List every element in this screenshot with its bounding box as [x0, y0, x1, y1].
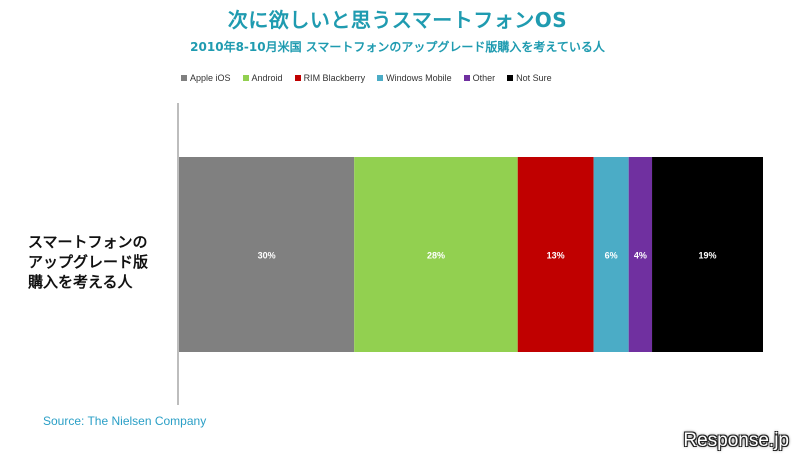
legend-label: Android: [251, 73, 283, 83]
category-label: スマートフォンの アップグレード版 購入を考える人: [28, 233, 149, 291]
legend-swatch: [294, 75, 301, 81]
legend-item-1: Android: [242, 73, 283, 83]
legend-swatch: [242, 75, 249, 81]
legend-label: RIM Blackberry: [303, 73, 366, 83]
legend-swatch: [507, 75, 514, 81]
legend-label: Other: [472, 73, 496, 83]
legend-swatch: [181, 75, 187, 81]
legend-item-5: Not Sure: [507, 73, 552, 83]
legend-label: Not Sure: [516, 73, 552, 83]
chart-title: 次に欲しいと思うスマートフォンOS: [227, 8, 568, 32]
watermark: Response.jp: [683, 430, 789, 451]
source-note: Source: The Nielsen Company: [43, 414, 207, 428]
bar-segment-1: [354, 157, 518, 352]
data-label-5: 19%: [699, 251, 717, 261]
legend-item-3: Windows Mobile: [377, 73, 452, 83]
legend-item-0: Apple iOS: [181, 73, 231, 83]
y-axis-line: [177, 103, 179, 405]
bar-segment-4: [628, 157, 653, 352]
legend-swatch: [377, 75, 384, 81]
bar-segment-5: [652, 157, 763, 352]
chart-subtitle: 2010年8-10月米国 スマートフォンのアップグレード版購入を考えている人: [190, 40, 605, 54]
bar-segment-3: [593, 157, 629, 352]
data-label-3: 6%: [605, 251, 618, 261]
legend-item-2: RIM Blackberry: [294, 73, 366, 83]
legend-label: Windows Mobile: [386, 73, 452, 83]
data-label-0: 30%: [258, 251, 276, 261]
legend-item-4: Other: [463, 73, 496, 83]
bar-segment-2: [517, 157, 594, 352]
data-label-1: 28%: [427, 251, 445, 261]
bar-segment-0: [179, 157, 355, 352]
legend-swatch: [463, 75, 470, 81]
chart-legend: Apple iOS Android RIM Blackberry Windows Mo…: [181, 73, 564, 83]
data-label-2: 13%: [547, 251, 565, 261]
legend-label: Apple iOS: [190, 73, 231, 83]
data-label-4: 4%: [634, 251, 647, 261]
